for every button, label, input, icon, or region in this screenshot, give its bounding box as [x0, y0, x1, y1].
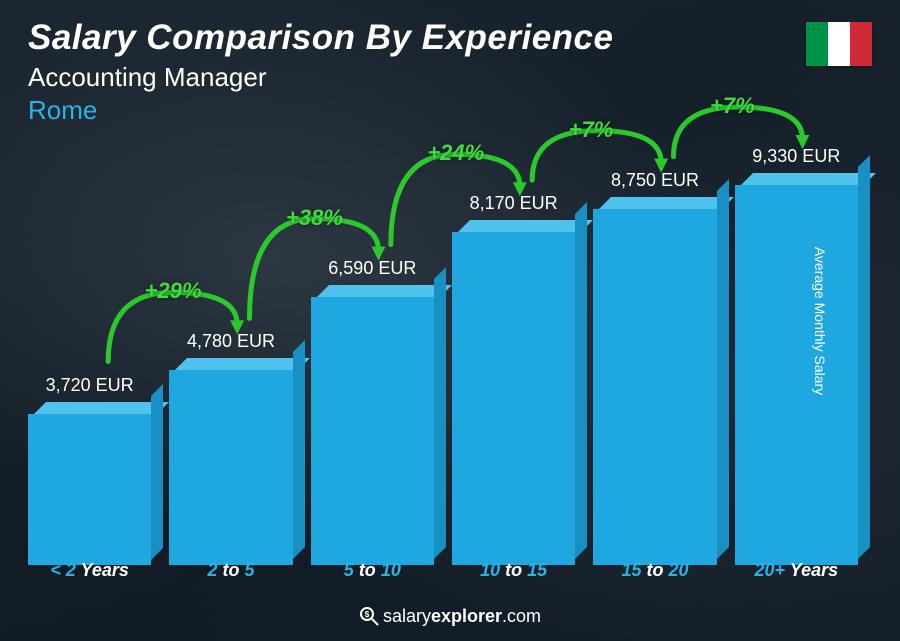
- bar-front-face: [311, 297, 434, 565]
- flag-stripe-1: [806, 22, 828, 66]
- bar-front-face: [735, 185, 858, 565]
- bar-value-label: 8,750 EUR: [611, 170, 699, 191]
- bar-category-label: 15 to 20: [593, 560, 716, 581]
- bar-group: 9,330 EUR: [735, 146, 858, 553]
- salary-chart: 3,720 EUR 4,780 EUR 6,590 EUR 8,170 EUR 8,75…: [28, 111, 858, 581]
- bar-top-face: [458, 220, 593, 232]
- country-flag-icon: [806, 22, 872, 66]
- page-title: Salary Comparison By Experience: [28, 18, 613, 58]
- bar-category-label: 10 to 15: [452, 560, 575, 581]
- header: Salary Comparison By Experience Accounti…: [28, 18, 613, 126]
- bar-group: 4,780 EUR: [169, 331, 292, 553]
- job-title: Accounting Manager: [28, 62, 613, 93]
- brand-pre: salary: [383, 606, 431, 626]
- bar-front-face: [593, 209, 716, 565]
- bar-front-face: [169, 370, 292, 565]
- bar-group: 8,750 EUR: [593, 170, 716, 553]
- bar: [169, 358, 292, 553]
- bar-category-label: < 2 Years: [28, 560, 151, 581]
- bars-container: 3,720 EUR 4,780 EUR 6,590 EUR 8,170 EUR 8,75…: [28, 113, 858, 553]
- increase-pct: +24%: [427, 140, 484, 166]
- brand-logo: $ salaryexplorer.com: [359, 606, 541, 627]
- magnify-icon: $: [359, 606, 379, 626]
- bar-category-label: 2 to 5: [169, 560, 292, 581]
- bar-side-face: [151, 384, 163, 560]
- increase-pct: +7%: [710, 93, 755, 119]
- bar: [28, 402, 151, 554]
- bar-top-face: [317, 285, 452, 297]
- brand-domain: .com: [502, 606, 541, 626]
- bar-group: 8,170 EUR: [452, 193, 575, 553]
- bar: [735, 173, 858, 553]
- bar-value-label: 4,780 EUR: [187, 331, 275, 352]
- bar-top-face: [599, 197, 734, 209]
- bar-side-face: [858, 155, 870, 559]
- brand-post: explorer: [431, 606, 502, 626]
- flag-stripe-3: [850, 22, 872, 66]
- bar-value-label: 3,720 EUR: [46, 375, 134, 396]
- bar-front-face: [28, 414, 151, 566]
- brand-text: salaryexplorer.com: [383, 606, 541, 627]
- bar-side-face: [717, 179, 729, 559]
- bar: [311, 285, 434, 553]
- bar-top-face: [741, 173, 876, 185]
- bar-group: 6,590 EUR: [311, 258, 434, 553]
- increase-pct: +29%: [145, 278, 202, 304]
- bar-front-face: [452, 232, 575, 565]
- bar-side-face: [575, 202, 587, 559]
- bar-value-label: 8,170 EUR: [470, 193, 558, 214]
- bar-side-face: [293, 340, 305, 559]
- bar: [452, 220, 575, 553]
- bar-value-label: 6,590 EUR: [328, 258, 416, 279]
- bar-category-label: 20+ Years: [735, 560, 858, 581]
- bar: [593, 197, 716, 553]
- bar-value-label: 9,330 EUR: [752, 146, 840, 167]
- flag-stripe-2: [828, 22, 850, 66]
- svg-text:$: $: [365, 610, 370, 619]
- location: Rome: [28, 95, 613, 126]
- y-axis-label: Average Monthly Salary: [812, 246, 828, 394]
- bar-category-label: 5 to 10: [311, 560, 434, 581]
- bar-side-face: [434, 267, 446, 559]
- bar-group: 3,720 EUR: [28, 375, 151, 554]
- footer: $ salaryexplorer.com: [0, 606, 900, 632]
- bar-top-face: [34, 402, 169, 414]
- bar-top-face: [175, 358, 310, 370]
- increase-pct: +38%: [286, 205, 343, 231]
